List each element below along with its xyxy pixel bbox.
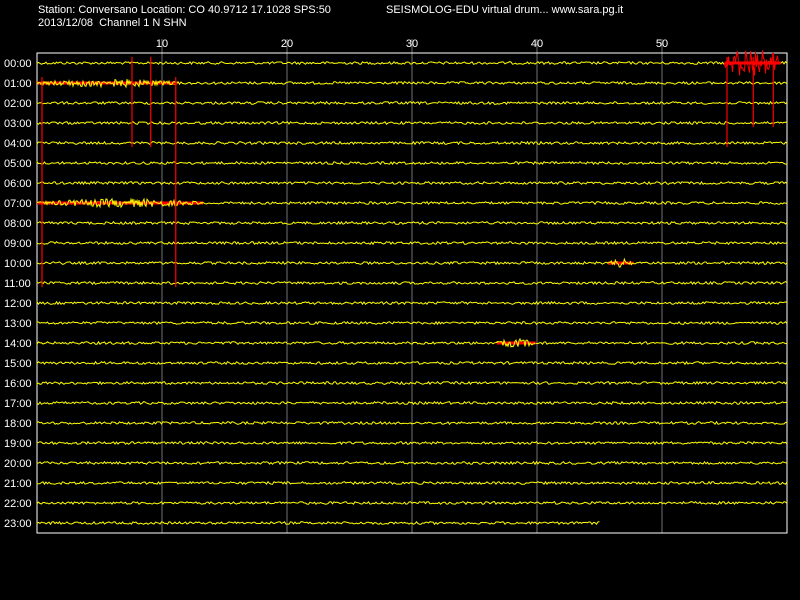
hour-label-2300: 23:00 (4, 518, 32, 530)
station-info: Station: Conversano Location: CO 40.9712… (38, 4, 331, 16)
event-waveform-4 (496, 337, 536, 348)
trace-1500 (36, 360, 788, 366)
hour-label-0000: 00:00 (4, 58, 32, 70)
date-channel-info: 2013/12/08 Channel 1 N SHN (38, 17, 187, 29)
hour-label-0600: 06:00 (4, 178, 32, 190)
hour-label-0300: 03:00 (4, 118, 32, 130)
hour-label-1900: 19:00 (4, 438, 32, 450)
trace-2200 (36, 500, 788, 506)
trace-1800 (36, 420, 788, 426)
trace-1200 (36, 299, 788, 306)
hour-label-1300: 13:00 (4, 318, 32, 330)
hour-label-0400: 04:00 (4, 138, 32, 150)
event-waveform-1 (36, 78, 177, 89)
trace-1300 (36, 320, 788, 326)
hour-label-1600: 16:00 (4, 378, 32, 390)
hour-label-1000: 10:00 (4, 258, 32, 270)
drum-title: SEISMOLOG-EDU virtual drum... www.sara.p… (386, 4, 624, 16)
trace-2100 (36, 480, 788, 486)
trace-2000 (36, 460, 788, 466)
trace-0300 (36, 120, 788, 125)
trace-1700 (36, 400, 788, 406)
trace-1400 (36, 340, 788, 346)
hour-label-0200: 02:00 (4, 98, 32, 110)
trace-0400 (36, 140, 788, 146)
event-waveform-0 (724, 50, 781, 76)
trace-0200 (36, 100, 788, 106)
trace-1000 (36, 260, 788, 266)
time-gridlines (161, 39, 663, 533)
hour-label-1400: 14:00 (4, 338, 32, 350)
x-tick-label-10: 10 (156, 38, 168, 50)
x-tick-label-20: 20 (281, 38, 293, 50)
trace-0900 (36, 240, 788, 246)
seismic-spikes (41, 57, 774, 287)
trace-0500 (36, 160, 787, 166)
hour-label-0500: 05:00 (4, 158, 32, 170)
trace-0800 (36, 220, 788, 226)
trace-1900 (36, 440, 788, 446)
x-tick-label-30: 30 (406, 38, 418, 50)
hour-label-1700: 17:00 (4, 398, 32, 410)
trace-2300 (36, 520, 600, 526)
hour-label-0900: 09:00 (4, 238, 32, 250)
x-tick-label-40: 40 (531, 38, 543, 50)
trace-1100 (36, 280, 788, 286)
hour-label-2100: 21:00 (4, 478, 32, 490)
x-tick-label-50: 50 (656, 38, 668, 50)
seismic-traces (36, 60, 788, 526)
hour-label-1500: 15:00 (4, 358, 32, 370)
hour-label-0800: 08:00 (4, 218, 32, 230)
hour-label-1100: 11:00 (4, 278, 31, 290)
hour-label-2200: 22:00 (4, 498, 32, 510)
hour-label-2000: 20:00 (4, 458, 32, 470)
hour-label-0100: 01:00 (4, 78, 32, 90)
trace-1600 (36, 380, 788, 386)
event-waveform-3 (607, 257, 634, 268)
trace-0000 (36, 60, 788, 66)
hour-label-1200: 12:00 (4, 298, 32, 310)
hour-label-0700: 07:00 (4, 198, 32, 210)
trace-0600 (36, 180, 788, 186)
hour-label-1800: 18:00 (4, 418, 32, 430)
hour-row-labels: 00:00 01:00 02:00 03:00 04:00 05:00 06:00 07:00… (4, 58, 32, 530)
minute-tick-labels: 10 20 30 40 50 (156, 38, 668, 50)
